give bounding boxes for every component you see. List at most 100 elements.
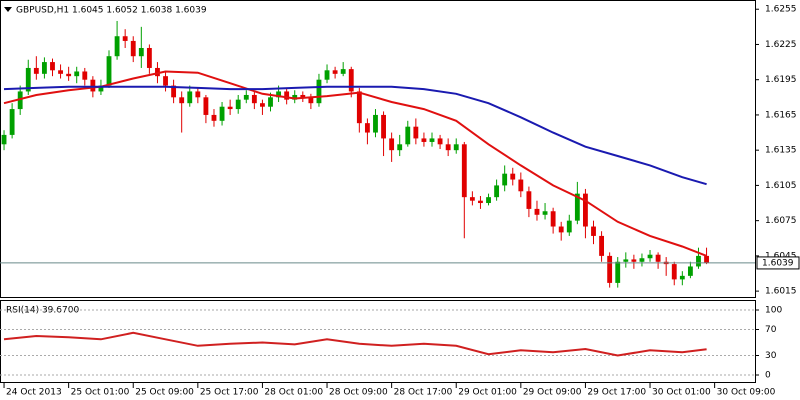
candle-body [671, 264, 677, 280]
x-tick-label: 29 Oct 09:00 [523, 388, 582, 398]
candle-body [574, 193, 580, 221]
candle-body [155, 67, 160, 77]
last-price-box [756, 256, 800, 270]
candle-body [655, 254, 661, 262]
candle-body [558, 226, 564, 233]
candle-body [300, 94, 306, 98]
candle-body [122, 36, 128, 41]
candle-body [17, 91, 23, 110]
candle-body [114, 36, 120, 57]
candle-body [437, 138, 443, 145]
candle-body [373, 114, 378, 133]
candle-body [518, 179, 524, 192]
y-tick-label: 1.6045 [765, 251, 797, 261]
y-tick-label: 70 [765, 325, 777, 335]
price-panel [0, 0, 756, 298]
y-tick-label: 30 [765, 351, 777, 361]
candle-body [615, 261, 621, 283]
candle-body [146, 47, 152, 68]
candle-body [25, 67, 31, 92]
x-tick-label: 29 Oct 17:00 [587, 388, 646, 398]
candle-body [332, 70, 338, 74]
candle-body [227, 106, 233, 110]
candle-body [9, 109, 15, 135]
candle-body [106, 56, 112, 86]
candle-body [607, 255, 613, 283]
candle-body [179, 97, 185, 104]
y-tick-label: 1.6165 [765, 110, 797, 120]
rsi-line [3, 331, 707, 357]
candle-body [623, 259, 629, 262]
candle-body [413, 126, 419, 139]
candle-body [445, 144, 451, 151]
x-tick-label: 25 Oct 01:00 [71, 388, 130, 398]
candle-body [453, 144, 459, 151]
candle-body [356, 91, 362, 124]
x-tick-label: 24 Oct 2013 [6, 388, 62, 398]
candle-body [486, 197, 491, 204]
x-tick-label: 30 Oct 09:00 [717, 388, 776, 398]
candle-body [41, 62, 47, 74]
y-tick-label: 1.6225 [765, 40, 797, 50]
candle-body [260, 103, 265, 107]
menu-arrow [4, 7, 12, 12]
candle-body [566, 220, 572, 233]
moving-average [3, 70, 707, 257]
candle-body [381, 114, 386, 139]
candle-body [647, 254, 653, 259]
candle-body [211, 114, 217, 121]
candle-body [397, 144, 403, 151]
x-tick-label: 28 Oct 01:00 [264, 388, 323, 398]
candle-body [138, 47, 144, 57]
x-tick-label: 29 Oct 01:00 [458, 388, 517, 398]
candle-body [469, 197, 475, 201]
candle-body [203, 97, 209, 115]
candle-body [187, 91, 193, 104]
candle-body [292, 94, 298, 100]
y-tick-label: 1.6075 [765, 216, 797, 226]
y-tick-label: 1.6255 [765, 5, 797, 15]
candle-body [33, 67, 39, 74]
candle-body [405, 126, 411, 145]
candle-body [98, 85, 104, 92]
rsi-panel [0, 300, 756, 383]
y-tick-label: 0 [765, 371, 771, 381]
candle-body [687, 266, 693, 276]
candle-body [679, 275, 685, 280]
x-tick-label: 30 Oct 01:00 [652, 388, 711, 398]
candle-body [364, 123, 370, 133]
moving-average [3, 85, 707, 186]
x-tick-label: 25 Oct 17:00 [200, 388, 259, 398]
candle-body [502, 173, 508, 186]
candle-body [243, 94, 249, 100]
last-price-label: 1.6039 [762, 258, 794, 268]
candle-body [82, 71, 88, 80]
candle-body [284, 91, 290, 100]
candle-body [171, 85, 177, 98]
y-tick-label: 1.6195 [765, 75, 797, 85]
candle-body [704, 255, 709, 263]
candle-body [324, 70, 330, 80]
candle-body [219, 106, 225, 121]
candle-body [631, 259, 637, 262]
candle-body [251, 94, 257, 104]
candle-body [268, 97, 273, 107]
candle-body [1, 134, 7, 145]
candle-body [583, 193, 588, 227]
candle-body [591, 226, 596, 236]
candle-body [534, 208, 540, 215]
x-tick-label: 28 Oct 17:00 [394, 388, 453, 398]
candle-body [340, 69, 346, 74]
y-tick-label: 100 [765, 306, 782, 316]
candle-body [58, 70, 63, 74]
candle-body [90, 79, 96, 92]
y-tick-label: 1.6135 [765, 146, 797, 156]
candle-body [308, 97, 314, 104]
candle-body [461, 144, 467, 198]
candle-body [389, 138, 395, 151]
y-tick-label: 1.6015 [765, 287, 797, 297]
candle-body [494, 185, 500, 198]
candle-body [599, 235, 604, 256]
